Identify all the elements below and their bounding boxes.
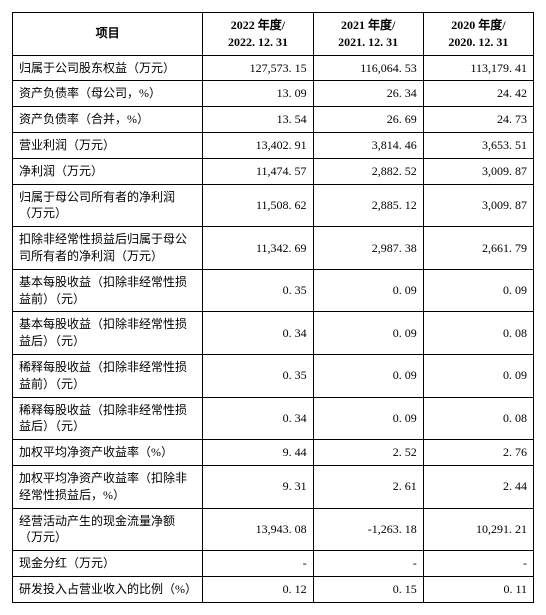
cell-2022: 0. 12 xyxy=(203,576,313,602)
row-label: 归属于公司股东权益（万元） xyxy=(13,55,203,81)
col-header-item: 项目 xyxy=(13,13,203,56)
cell-2020: 2. 44 xyxy=(423,465,533,508)
table-row: 资产负债率（合并，%）13. 5426. 6924. 73 xyxy=(13,107,534,133)
row-label: 加权平均净资产收益率（扣除非经常性损益后，%） xyxy=(13,465,203,508)
cell-2022: 9. 31 xyxy=(203,465,313,508)
row-label: 经营活动产生的现金流量净额（万元） xyxy=(13,508,203,551)
cell-2022: 11,508. 62 xyxy=(203,184,313,227)
cell-2022: 11,342. 69 xyxy=(203,227,313,270)
cell-2020: 3,009. 87 xyxy=(423,158,533,184)
table-row: 经营活动产生的现金流量净额（万元）13,943. 08-1,263. 1810,… xyxy=(13,508,534,551)
cell-2022: 13,402. 91 xyxy=(203,132,313,158)
cell-2021: 26. 69 xyxy=(313,107,423,133)
table-row: 基本每股收益（扣除非经常性损益前）（元）0. 350. 090. 09 xyxy=(13,269,534,312)
cell-2021: 0. 09 xyxy=(313,312,423,355)
row-label: 稀释每股收益（扣除非经常性损益后）（元） xyxy=(13,397,203,440)
table-row: 扣除非经常性损益后归属于母公司所有者的净利润（万元）11,342. 692,98… xyxy=(13,227,534,270)
cell-2020: 0. 09 xyxy=(423,354,533,397)
cell-2020: 0. 11 xyxy=(423,576,533,602)
col-header-2021: 2021 年度/2021. 12. 31 xyxy=(313,13,423,56)
cell-2021: 0. 09 xyxy=(313,354,423,397)
cell-2021: - xyxy=(313,551,423,577)
col-header-2020: 2020 年度/2020. 12. 31 xyxy=(423,13,533,56)
cell-2021: 2,987. 38 xyxy=(313,227,423,270)
table-row: 加权平均净资产收益率（%）9. 442. 522. 76 xyxy=(13,440,534,466)
cell-2021: 2,885. 12 xyxy=(313,184,423,227)
row-label: 基本每股收益（扣除非经常性损益前）（元） xyxy=(13,269,203,312)
cell-2022: 9. 44 xyxy=(203,440,313,466)
cell-2021: 116,064. 53 xyxy=(313,55,423,81)
cell-2021: 2. 52 xyxy=(313,440,423,466)
row-label: 归属于母公司所有者的净利润（万元） xyxy=(13,184,203,227)
table-row: 资产负债率（母公司，%）13. 0926. 3424. 42 xyxy=(13,81,534,107)
cell-2022: 0. 35 xyxy=(203,354,313,397)
table-row: 基本每股收益（扣除非经常性损益后）（元）0. 340. 090. 08 xyxy=(13,312,534,355)
cell-2021: -1,263. 18 xyxy=(313,508,423,551)
table-row: 稀释每股收益（扣除非经常性损益后）（元）0. 340. 090. 08 xyxy=(13,397,534,440)
table-row: 研发投入占营业收入的比例（%）0. 120. 150. 11 xyxy=(13,576,534,602)
cell-2020: 2. 76 xyxy=(423,440,533,466)
cell-2020: 10,291. 21 xyxy=(423,508,533,551)
row-label: 研发投入占营业收入的比例（%） xyxy=(13,576,203,602)
cell-2020: 2,661. 79 xyxy=(423,227,533,270)
cell-2021: 2,882. 52 xyxy=(313,158,423,184)
row-label: 现金分红（万元） xyxy=(13,551,203,577)
cell-2021: 0. 09 xyxy=(313,269,423,312)
cell-2020: 3,009. 87 xyxy=(423,184,533,227)
cell-2021: 2. 61 xyxy=(313,465,423,508)
cell-2020: 24. 42 xyxy=(423,81,533,107)
cell-2022: 13. 09 xyxy=(203,81,313,107)
cell-2020: 0. 09 xyxy=(423,269,533,312)
cell-2022: 0. 35 xyxy=(203,269,313,312)
table-row: 稀释每股收益（扣除非经常性损益前）（元）0. 350. 090. 09 xyxy=(13,354,534,397)
row-label: 稀释每股收益（扣除非经常性损益前）（元） xyxy=(13,354,203,397)
row-label: 资产负债率（母公司，%） xyxy=(13,81,203,107)
row-label: 加权平均净资产收益率（%） xyxy=(13,440,203,466)
cell-2020: - xyxy=(423,551,533,577)
table-row: 归属于母公司所有者的净利润（万元）11,508. 622,885. 123,00… xyxy=(13,184,534,227)
table-header-row: 项目 2022 年度/2022. 12. 31 2021 年度/2021. 12… xyxy=(13,13,534,56)
cell-2022: 13. 54 xyxy=(203,107,313,133)
table-row: 营业利润（万元）13,402. 913,814. 463,653. 51 xyxy=(13,132,534,158)
row-label: 资产负债率（合并，%） xyxy=(13,107,203,133)
cell-2021: 0. 09 xyxy=(313,397,423,440)
table-row: 加权平均净资产收益率（扣除非经常性损益后，%）9. 312. 612. 44 xyxy=(13,465,534,508)
row-label: 营业利润（万元） xyxy=(13,132,203,158)
cell-2021: 3,814. 46 xyxy=(313,132,423,158)
cell-2020: 0. 08 xyxy=(423,397,533,440)
cell-2022: 0. 34 xyxy=(203,312,313,355)
financial-table: 项目 2022 年度/2022. 12. 31 2021 年度/2021. 12… xyxy=(12,12,534,603)
cell-2020: 113,179. 41 xyxy=(423,55,533,81)
cell-2022: 13,943. 08 xyxy=(203,508,313,551)
row-label: 基本每股收益（扣除非经常性损益后）（元） xyxy=(13,312,203,355)
col-header-2022: 2022 年度/2022. 12. 31 xyxy=(203,13,313,56)
cell-2022: 0. 34 xyxy=(203,397,313,440)
table-row: 现金分红（万元）--- xyxy=(13,551,534,577)
cell-2020: 0. 08 xyxy=(423,312,533,355)
cell-2020: 24. 73 xyxy=(423,107,533,133)
cell-2022: 11,474. 57 xyxy=(203,158,313,184)
cell-2021: 26. 34 xyxy=(313,81,423,107)
cell-2020: 3,653. 51 xyxy=(423,132,533,158)
table-row: 净利润（万元）11,474. 572,882. 523,009. 87 xyxy=(13,158,534,184)
table-body: 归属于公司股东权益（万元）127,573. 15116,064. 53113,1… xyxy=(13,55,534,602)
table-row: 归属于公司股东权益（万元）127,573. 15116,064. 53113,1… xyxy=(13,55,534,81)
row-label: 扣除非经常性损益后归属于母公司所有者的净利润（万元） xyxy=(13,227,203,270)
row-label: 净利润（万元） xyxy=(13,158,203,184)
cell-2022: 127,573. 15 xyxy=(203,55,313,81)
cell-2021: 0. 15 xyxy=(313,576,423,602)
cell-2022: - xyxy=(203,551,313,577)
